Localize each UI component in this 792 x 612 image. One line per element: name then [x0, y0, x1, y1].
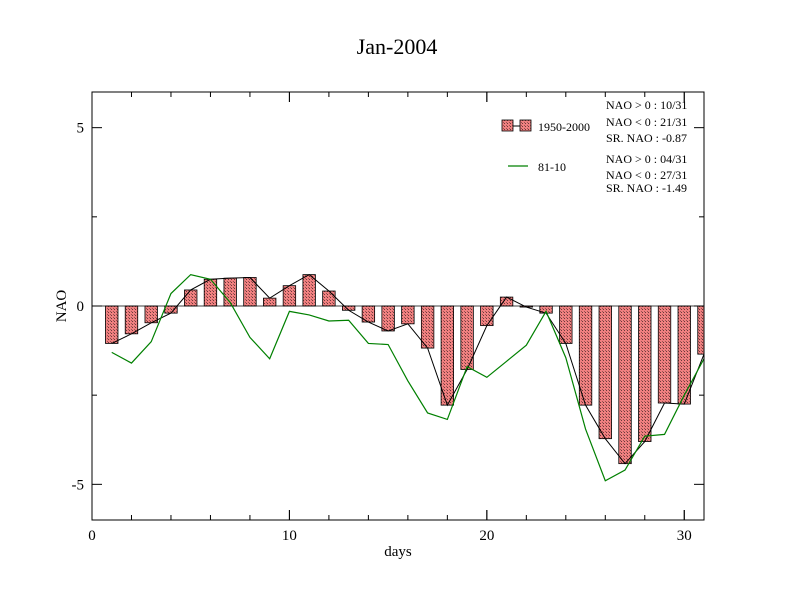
legend-stat-pos-81-10: NAO > 0 : 04/31: [606, 152, 687, 166]
bar-day-21: [499, 296, 514, 307]
legend-label-1950-2000: 1950-2000: [538, 120, 590, 134]
chart-title: Jan-2004: [357, 34, 438, 59]
series-81-10-line: [111, 273, 704, 482]
y-tick-label: 5: [77, 121, 85, 137]
bar-day-27: [618, 305, 632, 465]
bar-day-30: [677, 305, 691, 405]
bar-day-6: [203, 278, 218, 307]
y-axis-label: NAO: [54, 290, 70, 323]
axis-ticks: 0 10 20 30 5 0 -5: [72, 92, 704, 544]
bar-day-12: [322, 290, 336, 307]
bar-day-17: [420, 305, 435, 349]
lines-group: [111, 273, 704, 482]
bar-day-18: [440, 305, 455, 406]
x-axis-label: days: [384, 544, 412, 560]
y-tick-label: -5: [72, 477, 85, 493]
bar-day-31: [697, 305, 704, 355]
bar-day-26: [598, 305, 612, 440]
legend-bar-swatch-left: [501, 119, 514, 132]
legend-bar-swatch-right: [519, 119, 532, 132]
bar-day-20: [480, 305, 494, 327]
bar-day-5: [184, 289, 198, 307]
legend-stat-neg-1950-2000: NAO < 0 : 21/31: [606, 115, 687, 129]
series-1950-2000-line: [111, 274, 704, 465]
x-tick-label: 30: [677, 528, 692, 544]
legend: 1950-2000 NAO > 0 : 10/31 NAO < 0 : 21/3…: [501, 98, 687, 195]
legend-label-81-10: 81-10: [538, 160, 566, 174]
legend-stat-sr-1950-2000: SR. NAO : -0.87: [606, 131, 687, 145]
bar-day-1: [105, 305, 119, 344]
bar-day-28: [638, 305, 652, 442]
bar-day-24: [559, 305, 573, 344]
bar-day-11: [302, 274, 316, 307]
legend-stat-sr-81-10: SR. NAO : -1.49: [606, 181, 687, 195]
y-tick-label: 0: [77, 299, 85, 315]
bar-day-29: [657, 305, 672, 404]
bar-day-15: [381, 305, 395, 332]
legend-stat-neg-81-10: NAO < 0 : 27/31: [606, 168, 687, 182]
x-tick-label: 0: [88, 528, 96, 544]
bar-day-2: [124, 305, 139, 335]
bar-day-16: [401, 305, 415, 325]
legend-stat-pos-1950-2000: NAO > 0 : 10/31: [606, 98, 687, 112]
bar-day-9: [263, 297, 277, 307]
x-tick-label: 20: [479, 528, 494, 544]
bars-group: [92, 274, 704, 465]
bar-day-4: [164, 305, 178, 314]
x-tick-label: 10: [282, 528, 297, 544]
